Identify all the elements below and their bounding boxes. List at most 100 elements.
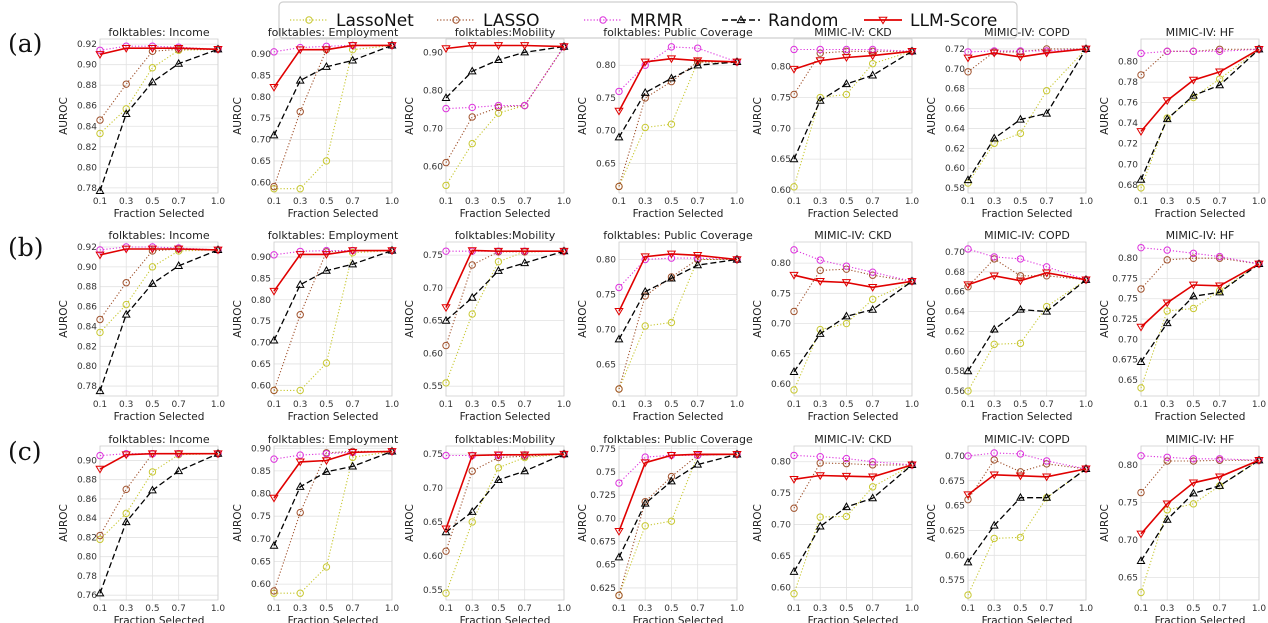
legend-label-llm-score: LLM-Score <box>910 11 997 31</box>
data-point-random <box>693 459 703 468</box>
data-point-random <box>868 70 878 79</box>
data-point-llm-score <box>907 461 917 470</box>
data-point-lassonet <box>868 59 877 68</box>
x-tick-label: 1.0 <box>1079 197 1094 207</box>
series-line-lassonet <box>99 249 219 333</box>
data-point-lassonet <box>1016 129 1025 138</box>
y-tick-label: 0.70 <box>251 136 271 146</box>
row-labels: (a) (b) (c) <box>8 29 44 466</box>
data-point-llm-score <box>347 449 358 457</box>
data-point-llm-score <box>387 42 397 50</box>
x-axis-label: Fraction Selected <box>982 411 1073 423</box>
y-axis-label: AUROC <box>232 97 244 135</box>
plot-area <box>100 446 218 600</box>
x-tick-label: 0.5 <box>839 400 853 410</box>
series-line-llm-score <box>1140 459 1260 535</box>
data-point-random <box>1215 480 1225 489</box>
y-tick-label: 0.70 <box>1118 335 1138 345</box>
data-point-llm-score <box>147 245 158 254</box>
data-point-lassonet <box>1016 339 1025 348</box>
x-tick-label: 0.3 <box>119 197 133 207</box>
y-tick-label: 0.725 <box>590 491 616 501</box>
data-point-lasso <box>615 591 623 600</box>
data-point-lassonet <box>842 319 851 328</box>
x-tick-label: 0.3 <box>465 400 479 410</box>
chart-panel-c-mimic-iv-copd: 0.575 0.60 0.625 0.65 0.675 0.70 0.1 0.3 0.5 0.7 1… <box>926 433 1093 623</box>
data-point-llm-score <box>1041 473 1052 482</box>
data-point-random <box>640 286 650 295</box>
x-tick-label: 0.3 <box>813 197 827 207</box>
series-line-llm-score <box>793 464 913 481</box>
data-point-mrmr <box>1137 452 1145 460</box>
x-tick-label: 0.7 <box>518 400 532 410</box>
data-point-lasso <box>1163 256 1171 264</box>
x-axis-label: Fraction Selected <box>808 615 899 623</box>
data-point-random <box>95 588 105 597</box>
chart-title: folktables:Mobility <box>455 433 556 446</box>
data-point-lassonet <box>348 248 357 257</box>
y-tick-label: 0.78 <box>77 382 97 392</box>
chart-panel-c-folktables-employment: 0.60 0.65 0.70 0.75 0.80 0.85 0.90 0.1 0.3 0.5 0.7… <box>232 433 399 623</box>
data-point-llm-score <box>269 287 279 296</box>
data-point-mrmr <box>270 48 278 56</box>
data-point-lasso <box>122 279 130 287</box>
series-line-llm-score <box>273 450 393 499</box>
y-tick-label: 0.70 <box>423 284 443 294</box>
data-point-llm-score <box>1136 530 1146 539</box>
data-point-mrmr <box>1215 252 1224 261</box>
series-line-llm-score <box>967 48 1087 59</box>
legend-item-lasso: LASSO <box>437 11 539 31</box>
data-point-llm-score <box>1015 53 1026 62</box>
series-line-random <box>967 48 1087 181</box>
plot-frame <box>618 38 738 194</box>
data-point-random <box>1188 291 1198 300</box>
data-point-random <box>789 566 799 575</box>
x-tick-label: 0.1 <box>93 400 107 410</box>
data-point-llm-score <box>640 253 650 262</box>
data-point-random <box>520 258 530 267</box>
data-point-llm-score <box>867 283 878 292</box>
data-point-random <box>789 154 799 163</box>
y-tick-label: 0.70 <box>1118 536 1138 546</box>
y-tick-label: 0.68 <box>945 85 965 95</box>
data-point-llm-score <box>121 44 131 53</box>
chart-title: folktables: Income <box>108 229 210 242</box>
data-point-llm-score <box>295 251 305 259</box>
x-tick-label: 0.5 <box>491 400 505 410</box>
data-point-random <box>174 466 184 475</box>
series-llm-score <box>1136 45 1264 136</box>
data-point-llm-score <box>347 247 358 256</box>
x-tick-label: 0.5 <box>1013 197 1027 207</box>
data-point-random <box>989 520 999 529</box>
data-point-lassonet <box>468 139 476 148</box>
data-point-lasso <box>990 255 998 263</box>
series-llm-score <box>269 247 397 296</box>
series-line-random <box>445 453 565 533</box>
y-tick-label: 0.675 <box>590 538 616 548</box>
series-llm-score <box>95 245 223 260</box>
data-point-lasso <box>96 531 104 540</box>
data-point-random <box>1215 80 1225 89</box>
plot-area <box>968 39 1086 193</box>
y-tick-label: 0.60 <box>771 583 791 593</box>
data-point-lassonet <box>667 517 676 525</box>
x-tick-label: 0.1 <box>787 400 801 410</box>
data-point-llm-score <box>387 247 397 256</box>
series-random <box>963 274 1091 375</box>
x-tick-label: 0.1 <box>961 197 975 207</box>
plot-area <box>1141 446 1259 600</box>
data-point-llm-score <box>692 451 703 459</box>
data-point-lasso <box>790 504 798 512</box>
data-point-random <box>467 506 477 515</box>
y-tick-label: 0.75 <box>596 468 616 478</box>
x-tick-label: 0.3 <box>813 400 827 410</box>
data-point-random <box>348 55 358 64</box>
y-axis-label: AUROC <box>58 300 70 338</box>
x-axis-label: Fraction Selected <box>808 411 899 423</box>
data-point-random <box>989 133 999 142</box>
x-tick-label: 1.0 <box>557 197 572 207</box>
data-point-lassonet <box>96 328 104 337</box>
x-tick-label: 0.5 <box>319 197 333 207</box>
data-point-mrmr <box>842 262 851 270</box>
